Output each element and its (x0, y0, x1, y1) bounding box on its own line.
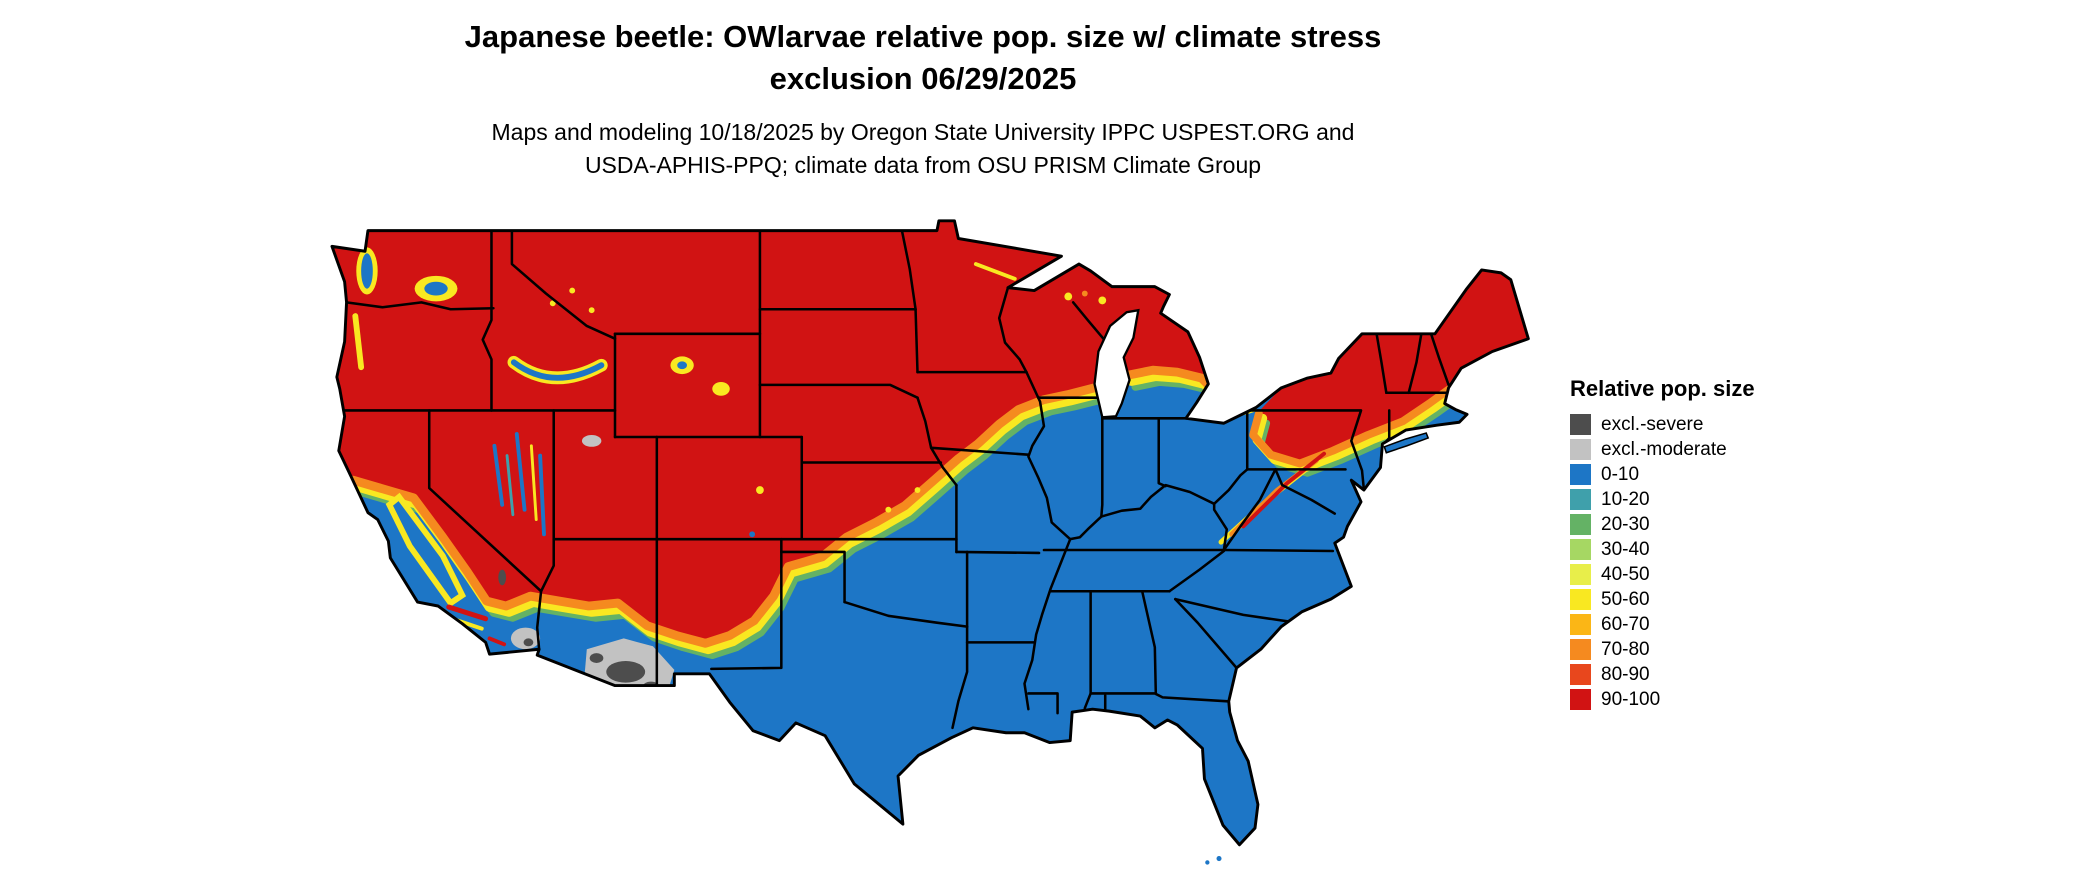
columbia-basin (424, 281, 448, 296)
transition-band-northeast (1249, 384, 1461, 477)
exclusion-moderate-california (510, 627, 541, 650)
high-pop-region-west (331, 220, 1209, 641)
legend-item: 50-60 (1570, 587, 1755, 612)
legend-swatch (1570, 489, 1591, 510)
legend-swatch (1570, 564, 1591, 585)
legend-items: excl.-severe excl.-moderate 0-10 10-20 20-30… (1570, 412, 1755, 712)
legend-swatch (1570, 639, 1591, 660)
central-valley (385, 492, 467, 608)
legend-item: 10-20 (1570, 487, 1755, 512)
legend-item: excl.-moderate (1570, 437, 1755, 462)
map-subtitle-line-1: Maps and modeling 10/18/2025 by Oregon S… (491, 119, 1355, 145)
legend-label: excl.-moderate (1601, 438, 1727, 460)
legend-label: 80-90 (1601, 663, 1650, 685)
socal-mountains (446, 604, 489, 622)
legend-swatch (1570, 664, 1591, 685)
legend-label: 30-40 (1601, 538, 1650, 560)
us-map-svg (330, 219, 1530, 865)
raster-fills (331, 220, 1529, 845)
state-borders (338, 229, 1450, 730)
legend-label: 90-100 (1601, 688, 1661, 710)
header: Japanese beetle: OWlarvae relative pop. … (423, 16, 1423, 182)
legend-swatch (1570, 514, 1591, 535)
legend-title: Relative pop. size (1570, 376, 1755, 401)
legend-label: 0-10 (1601, 463, 1640, 485)
willamette-valley (352, 313, 365, 371)
legend-label: excl.-severe (1601, 413, 1704, 435)
legend-item: 30-40 (1570, 537, 1755, 562)
great-salt-lake-desert (581, 435, 602, 447)
legend-swatch (1570, 614, 1591, 635)
legend-swatch (1570, 589, 1591, 610)
legend-label: 20-30 (1601, 513, 1650, 535)
legend-label: 10-20 (1601, 488, 1650, 510)
map-subtitle: Maps and modeling 10/18/2025 by Oregon S… (423, 116, 1423, 182)
map-title-line-1: Japanese beetle: OWlarvae relative pop. … (464, 19, 1382, 54)
exclusion-severe-arizona (606, 661, 646, 683)
snake-plain (510, 359, 605, 381)
legend-item: 0-10 (1570, 462, 1755, 487)
legend-item: 20-30 (1570, 512, 1755, 537)
legend-item: 80-90 (1570, 662, 1755, 687)
exclusion-moderate-south-texas (821, 776, 853, 801)
legend-swatch (1570, 414, 1591, 435)
legend-swatch (1570, 464, 1591, 485)
exclusion-severe-death-valley (498, 569, 507, 586)
puget-sound-lowland (361, 253, 373, 289)
legend-label: 70-80 (1601, 638, 1650, 660)
us-outline (330, 219, 1530, 847)
legend-label: 40-50 (1601, 563, 1650, 585)
legend-swatch (1570, 539, 1591, 560)
high-pop-region-northeast (1252, 269, 1529, 463)
legend-item: 40-50 (1570, 562, 1755, 587)
lake-michigan (1093, 308, 1140, 419)
legend-label: 60-70 (1601, 613, 1650, 635)
legend: Relative pop. size excl.-severe excl.-mod… (1570, 376, 1755, 712)
florida-keys (1216, 855, 1222, 862)
legend-item: excl.-severe (1570, 412, 1755, 437)
legend-item: 60-70 (1570, 612, 1755, 637)
appalachian-ridges (1241, 451, 1327, 529)
map-subtitle-line-2: USDA-APHIS-PPQ; climate data from OSU PR… (584, 152, 1262, 178)
us-map (295, 210, 1540, 888)
legend-label: 50-60 (1601, 588, 1650, 610)
map-title-line-2: exclusion 06/29/2025 (769, 61, 1077, 96)
long-island (1383, 432, 1430, 454)
legend-item: 90-100 (1570, 687, 1755, 712)
legend-swatch (1570, 439, 1591, 460)
basin-details (352, 247, 1107, 608)
legend-swatch (1570, 689, 1591, 710)
legend-item: 70-80 (1570, 637, 1755, 662)
